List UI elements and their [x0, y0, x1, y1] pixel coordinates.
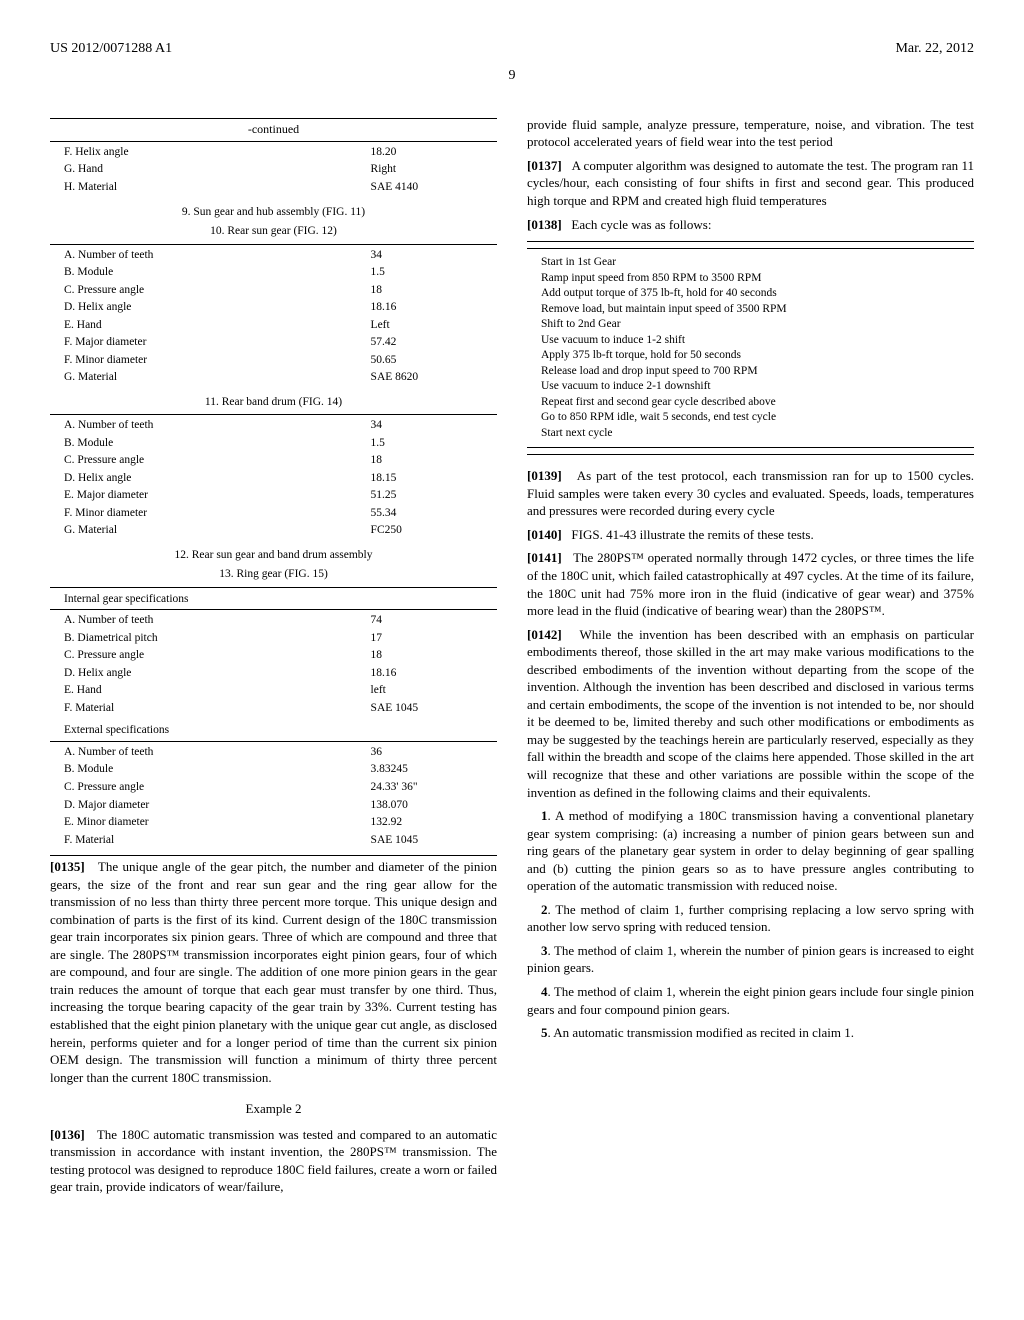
table-row: A. Number of teeth34: [50, 247, 497, 265]
table-row: G. MaterialSAE 8620: [50, 369, 497, 387]
internal-spec-head: Internal gear specifications: [50, 592, 497, 608]
paragraph-0137: [0137] A computer algorithm was designed…: [527, 157, 974, 210]
paragraph-0139: [0139] As part of the test protocol, eac…: [527, 467, 974, 520]
table-row: H. MaterialSAE 4140: [50, 179, 497, 197]
table-row: F. Major diameter57.42: [50, 334, 497, 352]
table-row: F. MaterialSAE 1045: [50, 700, 497, 718]
claim-5: 5. An automatic transmission modified as…: [527, 1024, 974, 1042]
table-row: F. Minor diameter50.65: [50, 352, 497, 370]
table-row: F. Minor diameter55.34: [50, 505, 497, 523]
table-row: C. Pressure angle18: [50, 452, 497, 470]
paragraph-0138: [0138] Each cycle was as follows:: [527, 216, 974, 234]
publication-date: Mar. 22, 2012: [895, 40, 974, 59]
cycle-step: Apply 375 lb-ft torque, hold for 50 seco…: [541, 348, 960, 364]
cycle-step: Use vacuum to induce 2-1 downshift: [541, 379, 960, 395]
table-row: A. Number of teeth74: [50, 612, 497, 630]
table-row: F. Helix angle18.20: [50, 144, 497, 162]
table-internal: A. Number of teeth74 B. Diametrical pitc…: [50, 612, 497, 717]
table-row: E. HandLeft: [50, 317, 497, 335]
table-row: E. Handleft: [50, 682, 497, 700]
cycle-step: Repeat first and second gear cycle descr…: [541, 395, 960, 411]
cycle-step: Release load and drop input speed to 700…: [541, 364, 960, 380]
claim-2: 2. The method of claim 1, further compri…: [527, 901, 974, 936]
section-12-title: 12. Rear sun gear and band drum assembly: [50, 546, 497, 566]
right-column: provide fluid sample, analyze pressure, …: [527, 116, 974, 1202]
paragraph-0142: [0142] While the invention has been desc…: [527, 626, 974, 801]
paragraph-0140: [0140] FIGS. 41-43 illustrate the remits…: [527, 526, 974, 544]
table-row: B. Module1.5: [50, 435, 497, 453]
section-11-title: 11. Rear band drum (FIG. 14): [50, 393, 497, 413]
claim-4: 4. The method of claim 1, wherein the ei…: [527, 983, 974, 1018]
cycle-step: Go to 850 RPM idle, wait 5 seconds, end …: [541, 410, 960, 426]
table-row: D. Helix angle18.15: [50, 470, 497, 488]
paragraph-0136: [0136] The 180C automatic transmission w…: [50, 1126, 497, 1196]
table-row: A. Number of teeth34: [50, 417, 497, 435]
table-row: E. Major diameter51.25: [50, 487, 497, 505]
paragraph-cont: provide fluid sample, analyze pressure, …: [527, 116, 974, 151]
table-row: E. Minor diameter132.92: [50, 814, 497, 832]
table-row: B. Module1.5: [50, 264, 497, 282]
external-spec-head: External specifications: [50, 723, 497, 739]
continued-label: -continued: [50, 121, 497, 137]
example-2-heading: Example 2: [50, 1100, 497, 1118]
cycle-step: Use vacuum to induce 1-2 shift: [541, 333, 960, 349]
claim-3: 3. The method of claim 1, wherein the nu…: [527, 942, 974, 977]
publication-number: US 2012/0071288 A1: [50, 40, 172, 59]
cycle-step: Add output torque of 375 lb-ft, hold for…: [541, 286, 960, 302]
table-row: G. HandRight: [50, 161, 497, 179]
table-11: A. Number of teeth34 B. Module1.5 C. Pre…: [50, 417, 497, 540]
table-row: B. Module3.83245: [50, 761, 497, 779]
cycle-box: Start in 1st Gear Ramp input speed from …: [527, 241, 974, 455]
table-10: A. Number of teeth34 B. Module1.5 C. Pre…: [50, 247, 497, 387]
table-row: D. Helix angle18.16: [50, 299, 497, 317]
table-row: F. MaterialSAE 1045: [50, 832, 497, 850]
table-row: D. Helix angle18.16: [50, 665, 497, 683]
table-row: A. Number of teeth36: [50, 744, 497, 762]
table-row: C. Pressure angle18: [50, 282, 497, 300]
table-row: G. MaterialFC250: [50, 522, 497, 540]
left-column: -continued F. Helix angle18.20 G. HandRi…: [50, 116, 497, 1202]
paragraph-0141: [0141] The 280PS™ operated normally thro…: [527, 549, 974, 619]
section-13-title: 13. Ring gear (FIG. 15): [50, 565, 497, 585]
table-top: F. Helix angle18.20 G. HandRight H. Mate…: [50, 144, 497, 197]
table-row: C. Pressure angle24.33' 36": [50, 779, 497, 797]
section-10-title: 10. Rear sun gear (FIG. 12): [50, 222, 497, 242]
page-number: 9: [50, 67, 974, 86]
cycle-step: Remove load, but maintain input speed of…: [541, 302, 960, 318]
table-row: C. Pressure angle18: [50, 647, 497, 665]
claim-1: 1. A method of modifying a 180C transmis…: [527, 807, 974, 895]
paragraph-0135: [0135] The unique angle of the gear pitc…: [50, 858, 497, 1086]
cycle-step: Ramp input speed from 850 RPM to 3500 RP…: [541, 271, 960, 287]
cycle-step: Start next cycle: [541, 426, 960, 442]
cycle-step: Shift to 2nd Gear: [541, 317, 960, 333]
cycle-step: Start in 1st Gear: [541, 255, 960, 271]
section-9-title: 9. Sun gear and hub assembly (FIG. 11): [50, 203, 497, 223]
table-row: D. Major diameter138.070: [50, 797, 497, 815]
table-row: B. Diametrical pitch17: [50, 630, 497, 648]
table-external: A. Number of teeth36 B. Module3.83245 C.…: [50, 744, 497, 849]
